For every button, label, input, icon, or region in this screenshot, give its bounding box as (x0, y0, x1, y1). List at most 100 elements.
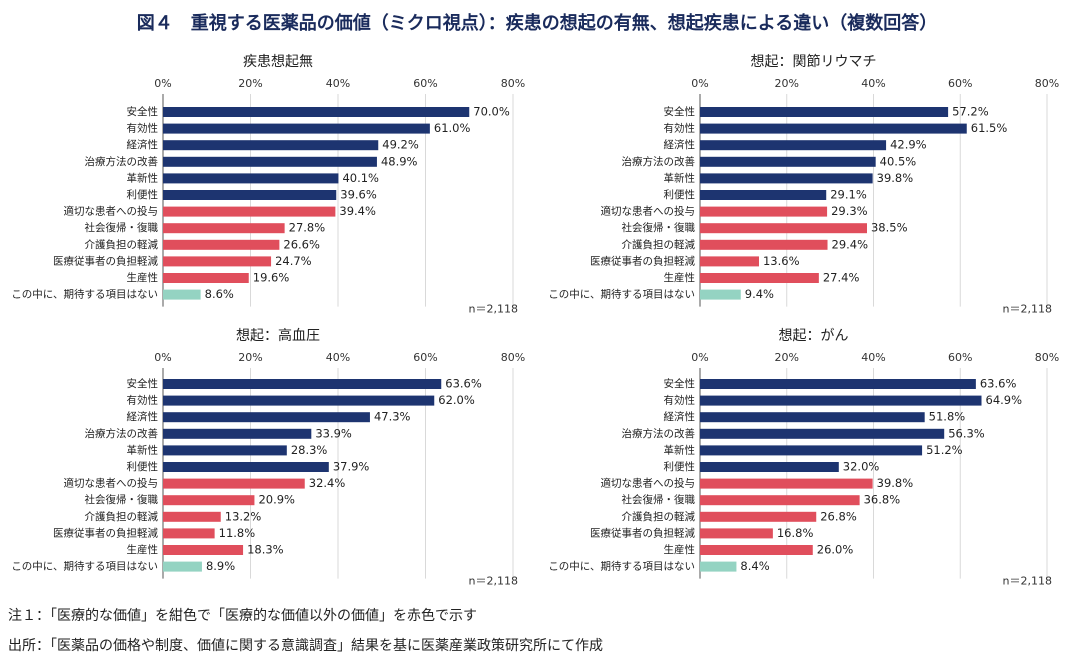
category-label: 有効性 (127, 122, 159, 135)
bar (163, 123, 430, 134)
value-label: 40.5% (880, 154, 917, 168)
category-label: 治療方法の改善 (622, 427, 696, 440)
value-label: 26.8% (820, 509, 857, 523)
category-label: 治療方法の改善 (85, 427, 159, 440)
bar (700, 478, 873, 489)
bar (163, 495, 255, 506)
x-tick-label: 20% (238, 77, 262, 90)
note: 出所：「医薬品の価格や制度、価値に関する意識調査」結果を基に医薬産業政策研究所に… (8, 637, 603, 654)
category-label: 治療方法の改善 (85, 155, 159, 168)
bar (163, 412, 370, 423)
value-label: 39.6% (340, 188, 377, 202)
sample-size: n＝2,118 (469, 303, 518, 316)
bar (700, 289, 741, 300)
category-label: 安全性 (127, 105, 159, 118)
value-label: 63.6% (445, 377, 482, 391)
category-label: 生産性 (127, 271, 159, 284)
x-tick-label: 80% (501, 351, 525, 364)
value-label: 61.0% (434, 121, 471, 135)
bar (163, 511, 221, 522)
category-label: 社会復帰・復職 (622, 493, 696, 506)
x-tick-label: 40% (326, 77, 350, 90)
value-label: 37.9% (333, 460, 370, 474)
bar (700, 273, 819, 283)
bar (163, 140, 379, 151)
value-label: 64.9% (986, 393, 1023, 407)
bar (163, 478, 305, 489)
category-label: この中に、期待する項目はない (548, 288, 695, 301)
value-label: 39.8% (877, 476, 914, 490)
category-label: 社会復帰・復職 (85, 493, 159, 506)
category-label: 介護負担の軽減 (85, 238, 159, 251)
sample-size: n＝2,118 (469, 575, 518, 588)
bar (163, 561, 202, 572)
value-label: 11.8% (219, 526, 256, 540)
value-label: 36.8% (864, 493, 901, 507)
category-label: 介護負担の軽減 (622, 510, 696, 523)
bar (700, 561, 737, 572)
category-label: この中に、期待する項目はない (548, 560, 695, 573)
bar (163, 156, 377, 167)
bar (700, 206, 828, 217)
value-label: 57.2% (952, 105, 989, 119)
value-label: 70.0% (473, 105, 510, 119)
category-label: 社会復帰・復職 (85, 221, 159, 234)
category-label: 安全性 (664, 105, 696, 118)
x-tick-label: 40% (861, 351, 885, 364)
value-label: 13.2% (225, 509, 262, 523)
bar (163, 395, 435, 406)
category-label: 適切な患者への投与 (601, 205, 696, 218)
value-label: 8.4% (740, 559, 769, 573)
value-label: 40.1% (342, 171, 379, 185)
category-label: この中に、期待する項目はない (11, 560, 158, 573)
x-tick-label: 40% (326, 351, 350, 364)
figure-title: 図４ 重視する医薬品の価値（ミクロ視点）：疾患の想起の有無、想起疾患による違い（… (137, 12, 937, 34)
value-label: 19.6% (253, 271, 290, 285)
bar (163, 239, 280, 250)
x-tick-label: 0% (691, 351, 708, 364)
x-tick-label: 40% (861, 77, 885, 90)
category-label: 医療従事者の負担軽減 (53, 254, 158, 267)
bar (163, 190, 337, 200)
category-label: この中に、期待する項目はない (11, 288, 158, 301)
value-label: 56.3% (948, 426, 985, 440)
x-tick-label: 80% (1035, 351, 1059, 364)
bar (700, 156, 876, 167)
bar (163, 528, 215, 539)
value-label: 33.9% (315, 426, 352, 440)
category-label: 治療方法の改善 (622, 155, 696, 168)
bar (700, 239, 828, 250)
x-tick-label: 20% (775, 351, 799, 364)
value-label: 32.0% (843, 460, 880, 474)
panel-title: 想起：高血圧 (236, 327, 320, 344)
bar (163, 445, 287, 456)
value-label: 42.9% (890, 138, 927, 152)
category-label: 医療従事者の負担軽減 (53, 526, 158, 539)
category-label: 利便性 (127, 188, 159, 201)
value-label: 47.3% (374, 410, 411, 424)
value-label: 9.4% (745, 287, 774, 301)
bar (163, 107, 470, 117)
bar (700, 428, 945, 439)
x-tick-label: 20% (238, 351, 262, 364)
x-tick-label: 60% (948, 77, 972, 90)
category-label: 生産性 (664, 271, 696, 284)
value-label: 38.5% (871, 221, 908, 235)
x-tick-label: 60% (413, 351, 437, 364)
category-label: 安全性 (664, 377, 696, 390)
value-label: 16.8% (777, 526, 814, 540)
category-label: 生産性 (664, 543, 696, 556)
value-label: 32.4% (309, 476, 346, 490)
category-label: 経済性 (664, 138, 696, 151)
note: 注１：「医療的な価値」を紺色で「医療的な価値以外の価値」を赤色で示す (8, 607, 477, 624)
bar (700, 223, 867, 234)
category-label: 経済性 (664, 410, 696, 423)
category-label: 医療従事者の負担軽減 (590, 254, 695, 267)
value-label: 51.2% (926, 443, 963, 457)
x-tick-label: 0% (154, 77, 171, 90)
value-label: 27.4% (823, 271, 860, 285)
panel-title: 想起：関節リウマチ (751, 53, 877, 70)
sample-size: n＝2,118 (1003, 575, 1052, 588)
value-label: 26.0% (817, 543, 854, 557)
value-label: 29.3% (831, 204, 868, 218)
